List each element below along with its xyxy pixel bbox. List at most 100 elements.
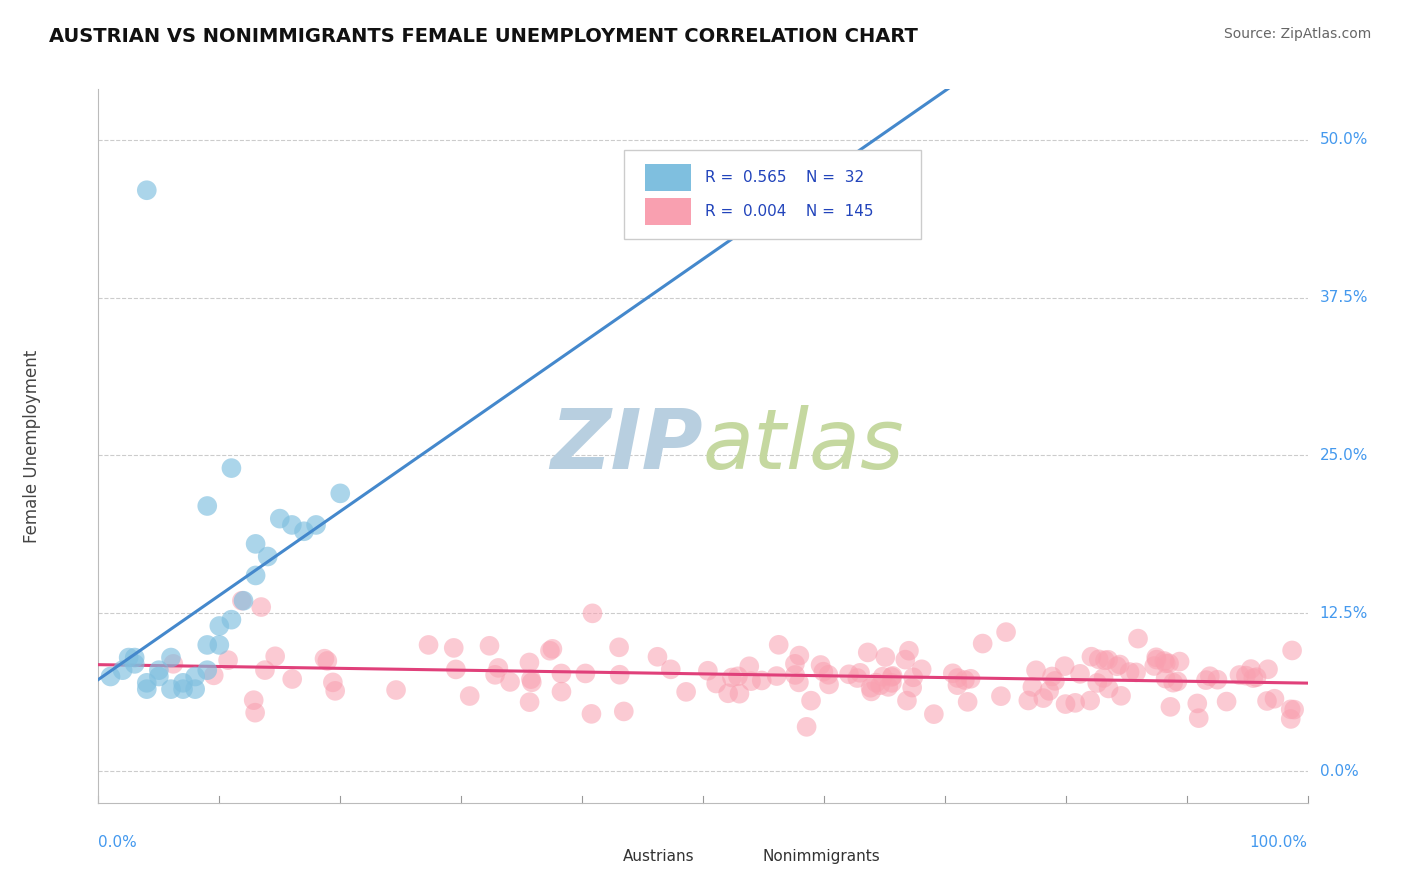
Text: 37.5%: 37.5% xyxy=(1320,290,1368,305)
Point xyxy=(281,517,304,532)
Point xyxy=(1199,669,1222,683)
Point xyxy=(877,680,900,694)
Point xyxy=(443,640,465,655)
Point xyxy=(242,693,264,707)
Point xyxy=(231,593,253,607)
Point xyxy=(1144,650,1167,665)
Point xyxy=(1246,670,1268,684)
Point xyxy=(118,650,141,665)
Point xyxy=(1017,693,1039,707)
Text: 50.0%: 50.0% xyxy=(1320,132,1368,147)
Point xyxy=(1064,696,1087,710)
Point xyxy=(894,653,917,667)
Point xyxy=(818,677,841,691)
Text: 100.0%: 100.0% xyxy=(1250,835,1308,850)
Point xyxy=(813,665,835,679)
Point xyxy=(581,706,603,721)
Point xyxy=(911,662,934,676)
Point xyxy=(696,664,718,678)
Point xyxy=(1094,653,1116,667)
Point xyxy=(959,672,981,686)
Text: atlas: atlas xyxy=(703,406,904,486)
Point xyxy=(184,669,207,683)
Point xyxy=(221,613,243,627)
Point xyxy=(160,682,183,697)
Point xyxy=(704,676,727,690)
Point xyxy=(956,695,979,709)
Text: AUSTRIAN VS NONIMMIGRANTS FEMALE UNEMPLOYMENT CORRELATION CHART: AUSTRIAN VS NONIMMIGRANTS FEMALE UNEMPLO… xyxy=(49,27,918,45)
Point xyxy=(172,682,194,697)
Point xyxy=(1040,669,1063,683)
Point xyxy=(135,675,157,690)
Point xyxy=(250,600,273,615)
Text: 0.0%: 0.0% xyxy=(1320,764,1358,779)
Point xyxy=(160,650,183,665)
Point xyxy=(245,537,267,551)
Point xyxy=(727,669,749,683)
Point xyxy=(232,593,254,607)
Point xyxy=(202,668,225,682)
Point xyxy=(869,678,891,692)
FancyBboxPatch shape xyxy=(582,846,609,867)
Point xyxy=(880,676,903,690)
Point xyxy=(787,675,810,690)
Point xyxy=(740,674,762,689)
Point xyxy=(574,666,596,681)
Point xyxy=(519,695,541,709)
Point xyxy=(1157,657,1180,671)
Point xyxy=(1118,665,1140,679)
Point xyxy=(789,648,811,663)
Point xyxy=(1080,649,1102,664)
Point xyxy=(1279,702,1302,716)
Point xyxy=(1154,672,1177,686)
Point xyxy=(1159,699,1181,714)
Text: Austrians: Austrians xyxy=(623,849,695,863)
Point xyxy=(859,681,882,695)
Point xyxy=(783,657,806,671)
Point xyxy=(882,669,904,683)
FancyBboxPatch shape xyxy=(624,150,921,239)
Point xyxy=(148,669,170,683)
Point xyxy=(519,656,541,670)
Text: 25.0%: 25.0% xyxy=(1320,448,1368,463)
Point xyxy=(1195,673,1218,687)
Text: Source: ZipAtlas.com: Source: ZipAtlas.com xyxy=(1223,27,1371,41)
Point xyxy=(1038,684,1060,698)
Point xyxy=(897,644,920,658)
Point xyxy=(817,667,839,681)
Point xyxy=(1282,703,1305,717)
Point xyxy=(846,671,869,685)
Point xyxy=(865,675,887,690)
Point xyxy=(418,638,440,652)
Point xyxy=(972,636,994,650)
Point xyxy=(195,663,218,677)
Point xyxy=(880,670,903,684)
Point xyxy=(269,511,291,525)
Point xyxy=(135,183,157,197)
Text: R =  0.004    N =  145: R = 0.004 N = 145 xyxy=(706,203,875,219)
Point xyxy=(717,686,740,700)
Point xyxy=(1108,657,1130,672)
Point xyxy=(208,638,231,652)
Point xyxy=(486,661,509,675)
Point xyxy=(520,672,543,686)
Point xyxy=(256,549,278,564)
Point xyxy=(314,651,336,665)
Point xyxy=(768,638,790,652)
Point xyxy=(195,499,218,513)
Point xyxy=(322,675,344,690)
Point xyxy=(1187,697,1209,711)
Point xyxy=(316,654,339,668)
Point xyxy=(385,683,408,698)
Point xyxy=(995,625,1018,640)
Point xyxy=(1241,671,1264,685)
Point xyxy=(1085,676,1108,690)
Point xyxy=(838,667,860,681)
Point xyxy=(872,670,894,684)
Point xyxy=(217,653,239,667)
Point xyxy=(1109,689,1132,703)
Point xyxy=(538,644,561,658)
Text: 0.0%: 0.0% xyxy=(98,835,138,850)
Point xyxy=(860,684,883,698)
Point xyxy=(124,657,146,671)
